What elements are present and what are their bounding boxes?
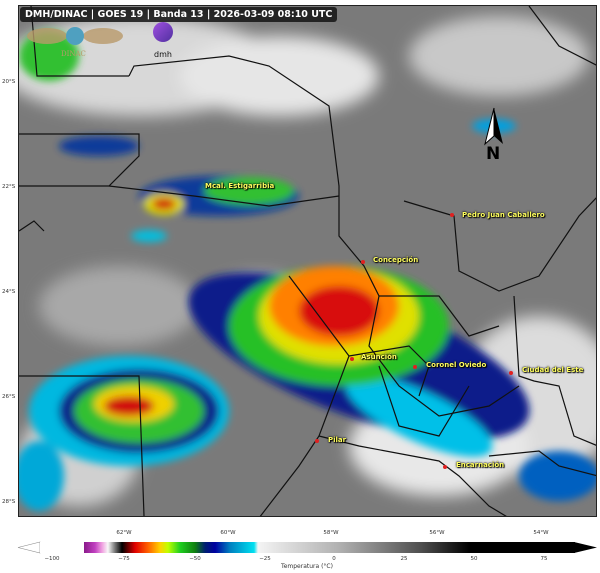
dinac-logo-text: DINAC <box>61 50 86 58</box>
city-marker <box>315 439 319 443</box>
lon-label: 60°W <box>220 530 236 536</box>
lon-label: 58°W <box>323 530 339 536</box>
dmh-logo-icon <box>153 22 173 42</box>
lon-label: 56°W <box>429 530 445 536</box>
lat-label: 24°S <box>2 289 16 295</box>
lat-label: 28°S <box>2 499 16 505</box>
dmh-logo-text: dmh <box>154 50 172 59</box>
colorbar-tick: 50 <box>470 556 478 562</box>
city-marker <box>350 357 354 361</box>
north-label: N <box>486 144 501 164</box>
cloud-layer <box>19 6 596 516</box>
lat-label: 20°S <box>2 79 16 85</box>
city-marker <box>509 371 513 375</box>
lon-label: 54°W <box>533 530 549 536</box>
lat-label: 26°S <box>2 394 16 400</box>
colorbar-tick: 75 <box>540 556 548 562</box>
map-title: DMH/DINAC | GOES 19 | Banda 13 | 2026-03… <box>20 7 338 22</box>
colorbar-tick: −25 <box>259 556 271 562</box>
temperature-colorbar <box>40 542 575 553</box>
dmh-logo: dmh <box>148 22 178 59</box>
lat-label: 22°S <box>2 184 16 190</box>
colorbar-label: Temperatura (°C) <box>281 563 333 570</box>
colorbar-tick: 0 <box>332 556 336 562</box>
lon-label: 62°W <box>116 530 132 536</box>
colorbar-tick: −75 <box>118 556 130 562</box>
city-marker <box>450 213 454 217</box>
city-marker <box>413 365 417 369</box>
city-marker <box>443 465 447 469</box>
colorbar-tick: −100 <box>44 556 60 562</box>
border-lines <box>19 6 596 516</box>
dinac-logo: DINAC <box>25 22 125 62</box>
colorbar-tick: −50 <box>189 556 201 562</box>
colorbar-tick: 25 <box>400 556 408 562</box>
city-marker <box>361 260 365 264</box>
satellite-map[interactable]: N <box>18 5 597 517</box>
north-arrow-icon: N <box>479 106 509 166</box>
